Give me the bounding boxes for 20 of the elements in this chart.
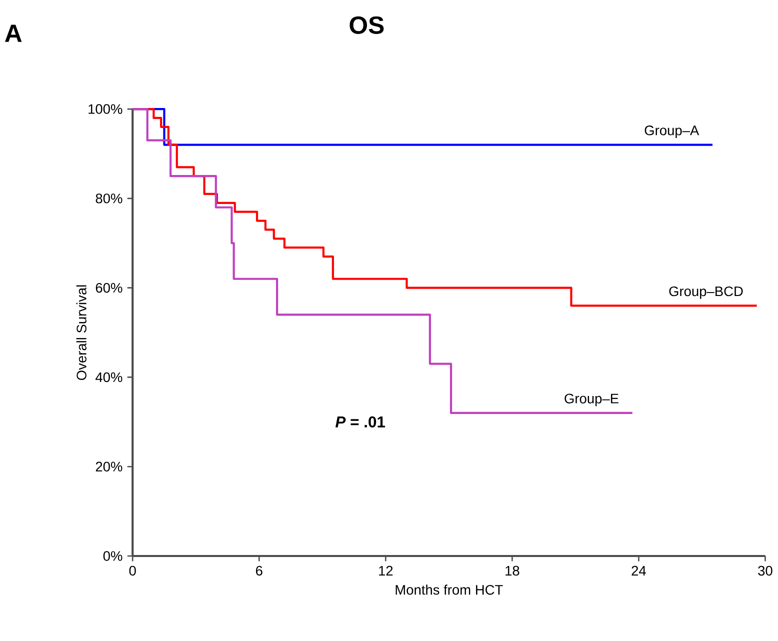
x-tick-label: 24 — [632, 566, 646, 576]
series-label: Group–A — [644, 125, 700, 138]
text: A — [4, 24, 22, 42]
x-tick-label: 6 — [256, 566, 262, 576]
y-axis-title: Overall Survival — [76, 285, 86, 380]
y-tick-label: 40% — [96, 372, 122, 382]
x-tick-label: 30 — [758, 566, 772, 576]
y-tick-label: 100% — [88, 104, 122, 114]
y-tick-label: 0% — [103, 550, 122, 561]
annotation: P = .01 — [335, 416, 386, 428]
y-tick-label: 80% — [96, 193, 122, 204]
series-label: Group–BCD — [669, 286, 743, 299]
x-tick-label: 18 — [506, 566, 520, 576]
y-tick-label: 60% — [96, 282, 122, 292]
x-tick-label: 0 — [129, 566, 136, 576]
x-axis-title: Months from HCT — [396, 584, 503, 594]
y-tick-label: 20% — [96, 462, 122, 472]
series-label: Group–E — [564, 393, 618, 406]
chart-title: OS — [350, 16, 384, 34]
x-tick-label: 12 — [379, 566, 393, 576]
